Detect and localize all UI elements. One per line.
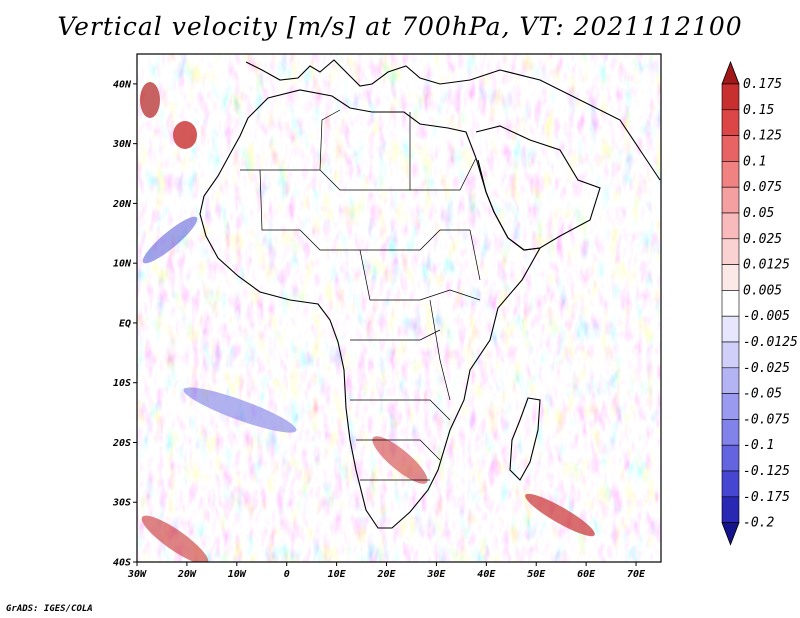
upward-motion-core xyxy=(173,121,197,149)
asia-coastline xyxy=(499,69,661,181)
upward-motion-band xyxy=(372,436,428,484)
colorbar-swatch xyxy=(721,135,740,162)
colorbar-label: 0.15 xyxy=(743,103,774,118)
colorbar-swatch xyxy=(721,367,740,394)
upward-motion-band xyxy=(525,493,595,537)
vertical-velocity-field xyxy=(137,54,661,562)
lon-label: 30E xyxy=(426,569,446,580)
colorbar-swatch xyxy=(721,109,740,136)
map-title: Vertical velocity [m/s] at 700hPa, VT: 2… xyxy=(57,12,743,41)
colorbar-label: 0.0125 xyxy=(743,258,790,273)
colorbar-bottom-arrow xyxy=(721,522,740,546)
madagascar xyxy=(509,397,541,481)
downward-motion-band xyxy=(183,387,297,433)
lon-label: 50E xyxy=(527,569,546,580)
colorbar-label: 0.005 xyxy=(743,283,782,298)
lon-label: 0 xyxy=(284,569,290,580)
colorbar-swatch xyxy=(721,496,740,523)
lat-label: 20N xyxy=(112,199,132,210)
colorbar: 0.175 0.15 0.125 0.1 0.075 0.05 0.025 0.0125 0.0… xyxy=(721,60,798,546)
colorbar-label: -0.05 xyxy=(743,387,782,402)
colorbar-swatch xyxy=(721,186,740,214)
lon-label: 20E xyxy=(376,569,396,580)
colorbar-top-arrow xyxy=(721,60,740,85)
colorbar-swatch xyxy=(721,393,740,420)
colorbar-label: -0.2 xyxy=(743,516,774,531)
colorbar-label: 0.1 xyxy=(743,154,766,169)
colorbar-swatch xyxy=(721,290,740,317)
colorbar-label: -0.175 xyxy=(743,490,790,505)
colorbar-label: 0.125 xyxy=(743,129,782,144)
lat-label: 10S xyxy=(113,378,131,389)
lon-label: 60E xyxy=(577,569,596,580)
lon-label: 40E xyxy=(477,569,496,580)
colorbar-label: 0.025 xyxy=(743,232,782,247)
colorbar-label: -0.0125 xyxy=(743,335,798,350)
colorbar-label: -0.1 xyxy=(743,438,774,453)
europe-coastline xyxy=(245,59,501,87)
colorbar-swatch xyxy=(721,83,740,111)
lon-label: 10E xyxy=(328,569,347,580)
lat-label: 30N xyxy=(112,139,132,150)
country-borders xyxy=(240,109,481,481)
lat-label: 40S xyxy=(113,558,131,569)
lon-label: 70E xyxy=(627,569,646,580)
lon-label: 10W xyxy=(228,569,247,580)
plot-frame xyxy=(136,53,662,563)
lon-label: 30W xyxy=(127,569,147,580)
colorbar-swatch xyxy=(721,212,740,240)
colorbar-swatch xyxy=(721,341,740,369)
upward-motion-band xyxy=(141,515,209,562)
colorbar-label: 0.05 xyxy=(743,206,774,221)
colorbar-swatch xyxy=(721,470,740,498)
colorbar-label: 0.175 xyxy=(743,77,782,92)
arabian-peninsula xyxy=(475,125,601,251)
downward-motion-band xyxy=(142,216,198,264)
colorbar-swatch xyxy=(721,161,740,188)
colorbar-swatch xyxy=(721,419,740,446)
colorbar-label: -0.125 xyxy=(743,464,790,479)
lat-label: 20S xyxy=(112,438,131,449)
lon-label: 20W xyxy=(177,569,197,580)
lat-label: 40N xyxy=(113,79,132,90)
lat-label: 30S xyxy=(112,498,131,509)
upward-motion-core xyxy=(140,82,160,118)
lat-label: EQ xyxy=(119,318,131,329)
colorbar-label: -0.025 xyxy=(743,361,790,376)
africa-coastline xyxy=(199,89,542,529)
lat-label: 10N xyxy=(113,259,132,270)
coastlines xyxy=(199,59,661,529)
colorbar-label: -0.005 xyxy=(743,309,790,324)
credit-text: GrADS: IGES/COLA xyxy=(6,604,93,614)
colorbar-swatch xyxy=(721,264,740,291)
colorbar-swatch xyxy=(721,238,740,265)
colorbar-label: -0.075 xyxy=(743,412,790,427)
colorbar-label: 0.075 xyxy=(743,180,782,195)
colorbar-swatch xyxy=(721,315,740,343)
colorbar-swatch xyxy=(721,444,740,472)
